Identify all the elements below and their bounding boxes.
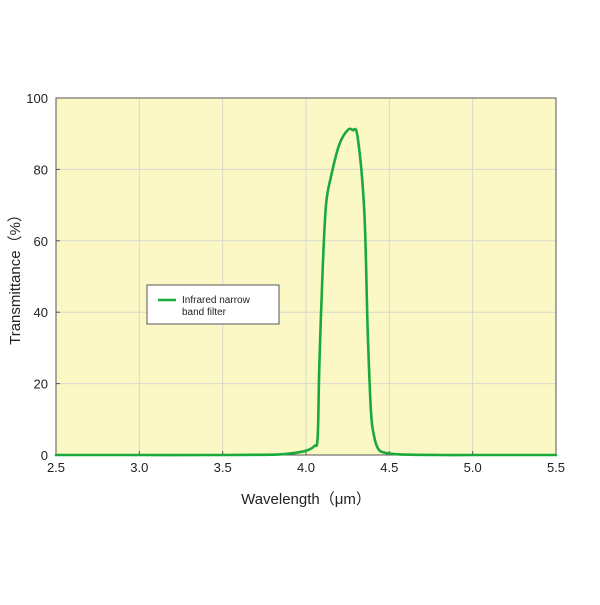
x-tick-label: 4.5: [380, 460, 398, 475]
y-axis-title: Transmittance（%）: [7, 207, 24, 345]
y-tick-label: 60: [34, 234, 48, 249]
y-tick-label: 80: [34, 162, 48, 177]
y-tick-label: 20: [34, 377, 48, 392]
x-tick-label: 3.5: [214, 460, 232, 475]
x-axis-title: Wavelength（μm）: [241, 491, 371, 508]
legend-label-line-2: band filter: [182, 307, 227, 318]
x-tick-label: 4.0: [297, 460, 315, 475]
x-tick-label: 3.0: [130, 460, 148, 475]
legend-label-line-1: Infrared narrow: [182, 295, 251, 306]
y-tick-label: 40: [34, 305, 48, 320]
y-tick-label: 0: [41, 448, 48, 463]
y-tick-label: 100: [26, 91, 48, 106]
x-tick-label: 5.5: [547, 460, 565, 475]
x-tick-label: 5.0: [464, 460, 482, 475]
x-tick-label: 2.5: [47, 460, 65, 475]
legend: Infrared narrow band filter: [147, 285, 279, 324]
